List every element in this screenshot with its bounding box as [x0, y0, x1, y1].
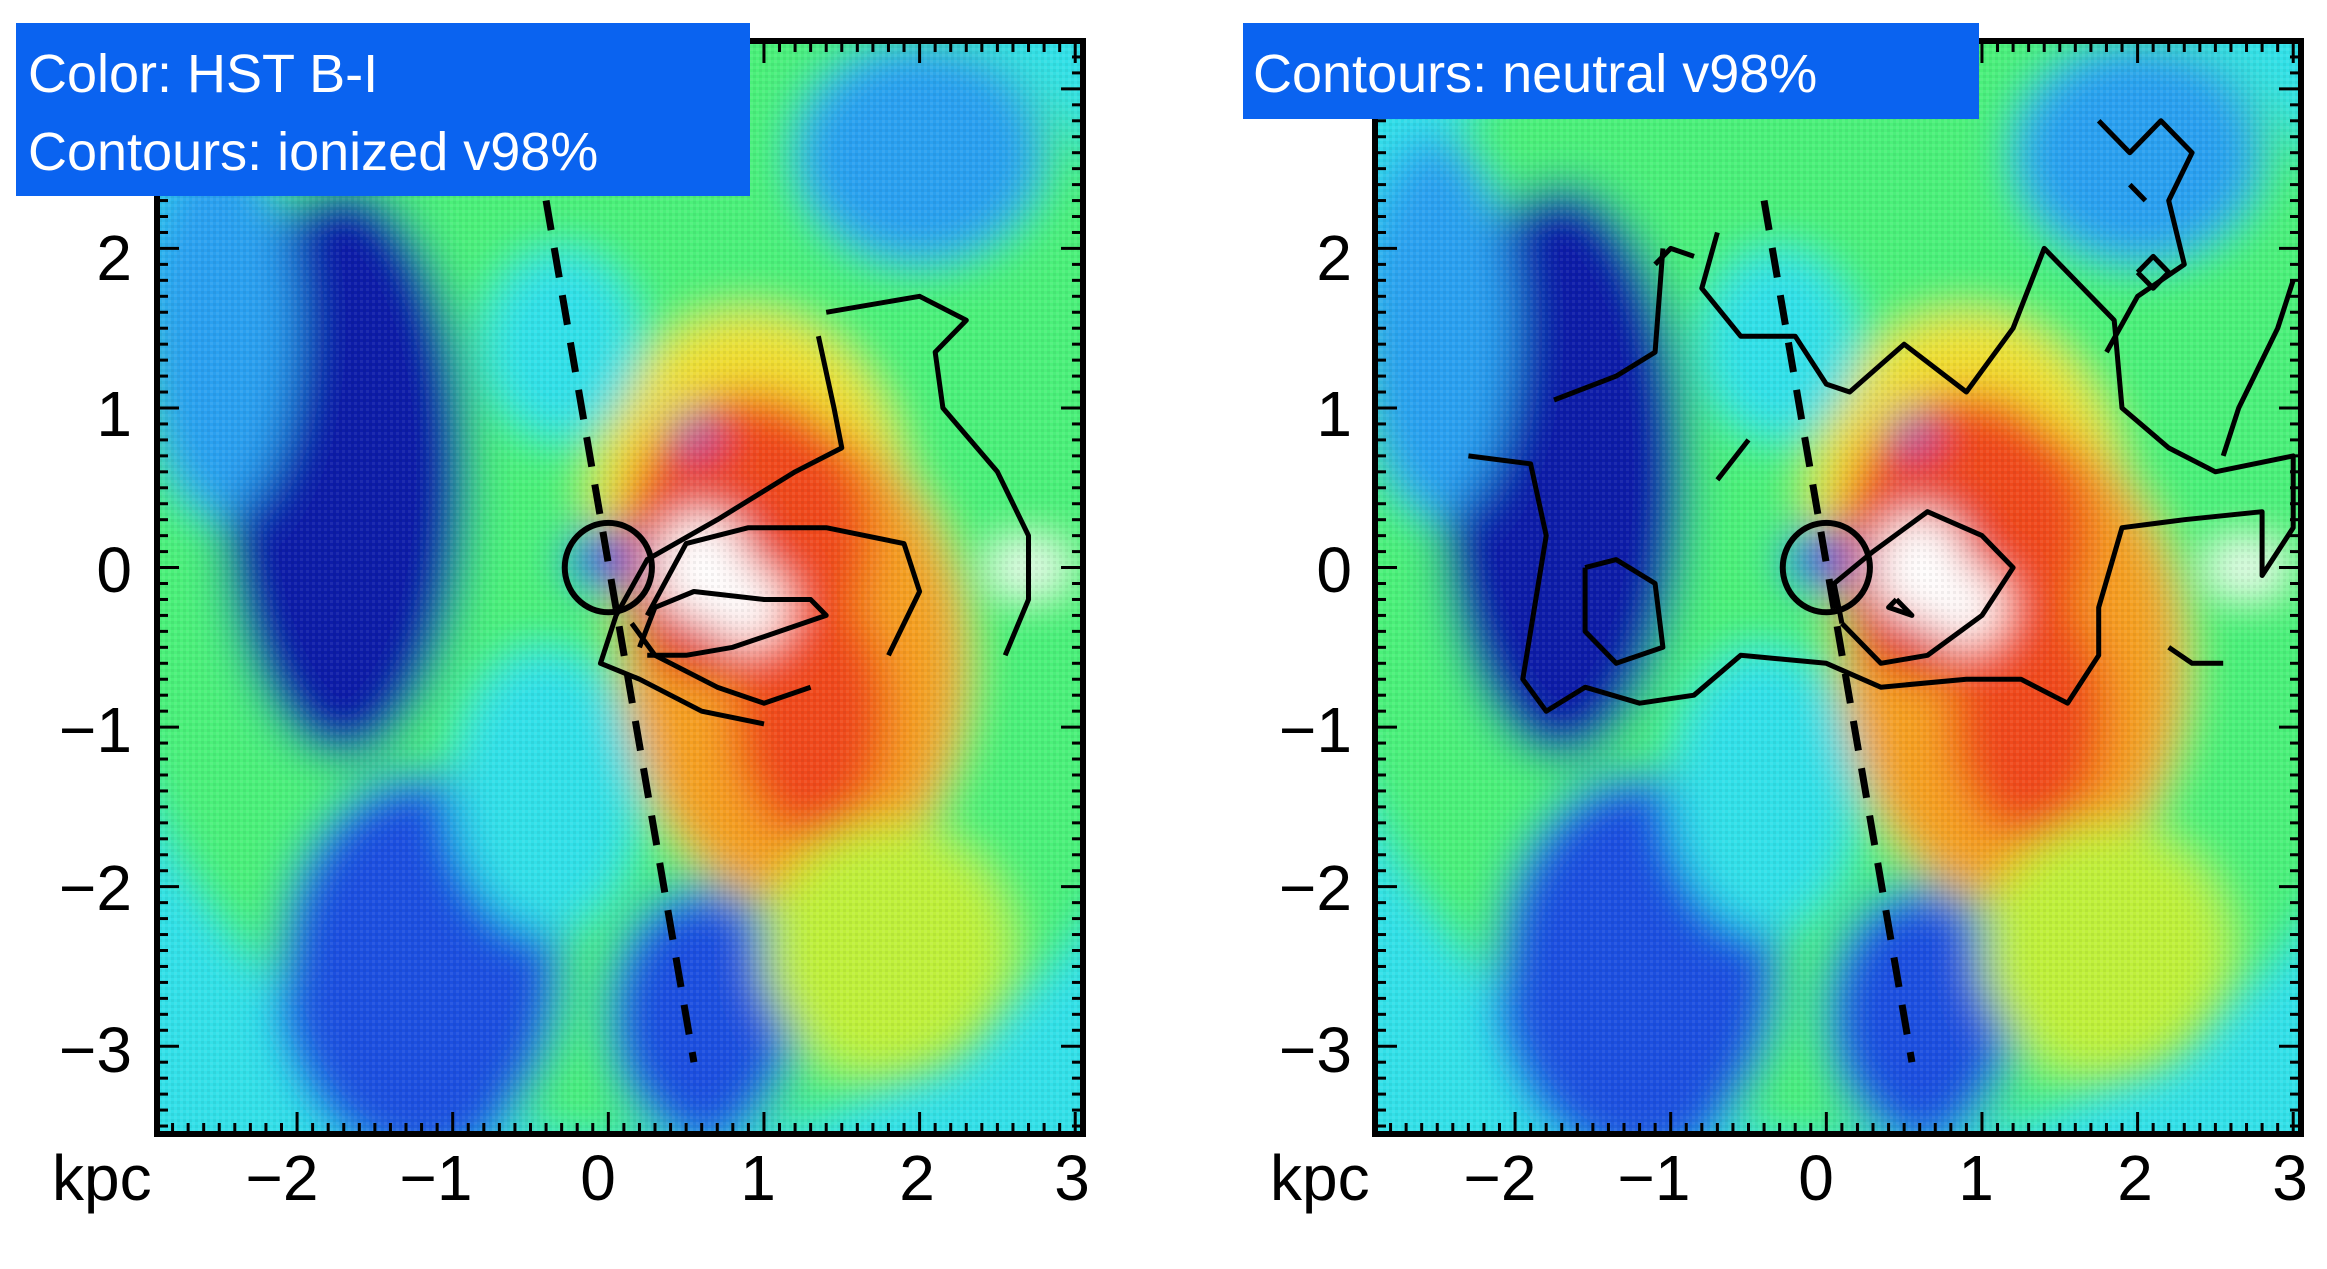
contour-line [1831, 509, 2016, 666]
contour-line [629, 621, 812, 706]
contour-line [2096, 118, 2195, 354]
overlay-left [542, 199, 1031, 1063]
x-tick-label: 2 [2117, 1142, 2153, 1214]
y-tick-label: 0 [1316, 534, 1352, 606]
y-tick-label: 1 [96, 378, 132, 450]
right-panel: Contours: neutral v98% [1243, 23, 2304, 1137]
contour-line [1715, 438, 1751, 482]
x-tick-label: 3 [2272, 1142, 2308, 1214]
left-panel: Color: HST B-I Contours: ionized v98% [16, 23, 1086, 1137]
annotation-bg-left [16, 23, 750, 196]
contour-line [1886, 597, 1915, 618]
contour-line [825, 293, 1031, 657]
x-tick-label: 3 [1054, 1142, 1090, 1214]
contour-line [1468, 231, 2296, 714]
annotation-bg-right [1243, 23, 1979, 119]
y-tick-label: −2 [1279, 852, 1352, 924]
x-tick-label: 0 [580, 1142, 616, 1214]
x-tick-label: 1 [740, 1142, 776, 1214]
contour-line [1653, 245, 1695, 267]
annotation-line-1-left: Color: HST B-I [28, 44, 378, 104]
contour-line [1582, 557, 1666, 666]
y-tick-label: 2 [96, 222, 132, 294]
heatmap-image-right [1375, 41, 2301, 1134]
x-axis-unit-label: kpc [1270, 1142, 1370, 1214]
x-tick-label: −2 [246, 1142, 319, 1214]
y-tick-label: −1 [59, 694, 132, 766]
x-axis-unit-label: kpc [52, 1142, 152, 1214]
overlay-right [1468, 118, 2296, 1063]
y-tick-label: 2 [1316, 222, 1352, 294]
contour-line [2128, 182, 2148, 203]
tick-labels-right: kpc −2 −1 0 1 2 3 2 1 0 −1 −2 −3 [1270, 222, 2308, 1214]
dashed-axis-line [542, 199, 698, 1063]
contour-line [645, 525, 923, 657]
y-tick-label: −3 [59, 1014, 132, 1086]
annotation-box-right: Contours: neutral v98% [1243, 23, 1979, 119]
x-tick-label: 2 [899, 1142, 935, 1214]
y-tick-label: 0 [96, 534, 132, 606]
x-tick-label: −1 [1618, 1142, 1691, 1214]
contour-line [1553, 248, 1666, 403]
x-tick-label: −2 [1464, 1142, 1537, 1214]
contour-line [637, 589, 829, 658]
contour-line [2167, 645, 2224, 666]
tick-labels-left: kpc −2 −1 0 1 2 3 2 1 0 −1 −2 −3 [52, 222, 1090, 1214]
x-tick-label: −1 [400, 1142, 473, 1214]
contour-line [598, 335, 845, 727]
x-tick-label: 0 [1798, 1142, 1834, 1214]
nucleus-circle [1779, 519, 1873, 616]
y-tick-label: −1 [1279, 694, 1352, 766]
nucleus-circle [561, 519, 655, 616]
axis-ticks-left [155, 39, 1083, 1134]
heatmap-noise [1375, 41, 2301, 1134]
contour-line [2220, 279, 2296, 457]
annotation-line-2-left: Contours: ionized v98% [28, 122, 598, 182]
x-tick-label: 1 [1958, 1142, 1994, 1214]
contour-line [2135, 253, 2172, 291]
dashed-axis-line [1760, 199, 1916, 1063]
annotation-box-left: Color: HST B-I Contours: ionized v98% [16, 23, 750, 196]
y-tick-label: −2 [59, 852, 132, 924]
heatmap-noise [157, 41, 1083, 1134]
y-tick-label: −3 [1279, 1014, 1352, 1086]
annotation-line-1-right: Contours: neutral v98% [1253, 44, 1817, 104]
y-tick-label: 1 [1316, 378, 1352, 450]
